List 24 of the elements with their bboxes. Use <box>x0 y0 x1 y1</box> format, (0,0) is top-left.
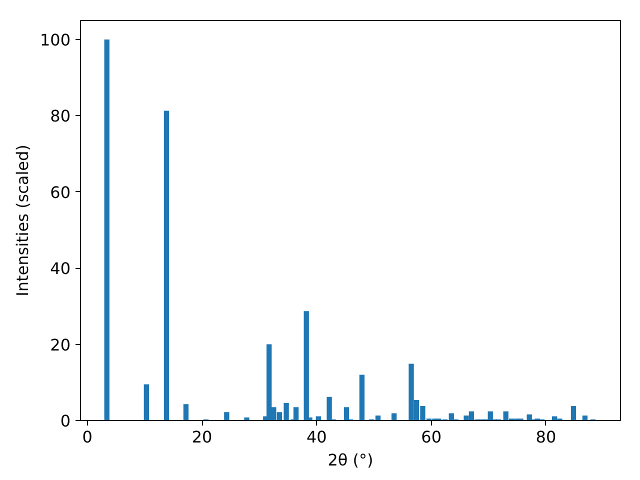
y-tick-label: 0 <box>60 412 71 430</box>
y-axis-title: Intensities (scaled) <box>12 144 32 296</box>
y-tick-label: 40 <box>50 259 70 278</box>
x-tick-label: 0 <box>82 428 92 446</box>
bar <box>183 404 189 420</box>
bar <box>344 407 350 420</box>
bar <box>293 407 299 420</box>
y-tick-label: 60 <box>50 182 70 202</box>
bar <box>570 406 576 420</box>
y-tick-label: 100 <box>40 30 71 50</box>
y-tick-label: 20 <box>50 335 70 354</box>
bar <box>224 412 230 420</box>
y-tick-label: 80 <box>50 106 70 126</box>
bar <box>326 396 332 420</box>
bar <box>304 311 309 420</box>
bar <box>359 374 365 420</box>
bar <box>104 40 110 420</box>
x-tick-label: 20 <box>192 428 212 446</box>
x-tick-label: 40 <box>306 428 327 446</box>
x-tick-label: 60 <box>421 428 442 446</box>
bar <box>144 384 150 420</box>
x-axis-title: 2θ (°) <box>328 450 374 470</box>
x-tick-label: 80 <box>536 428 556 446</box>
bar <box>164 110 170 420</box>
